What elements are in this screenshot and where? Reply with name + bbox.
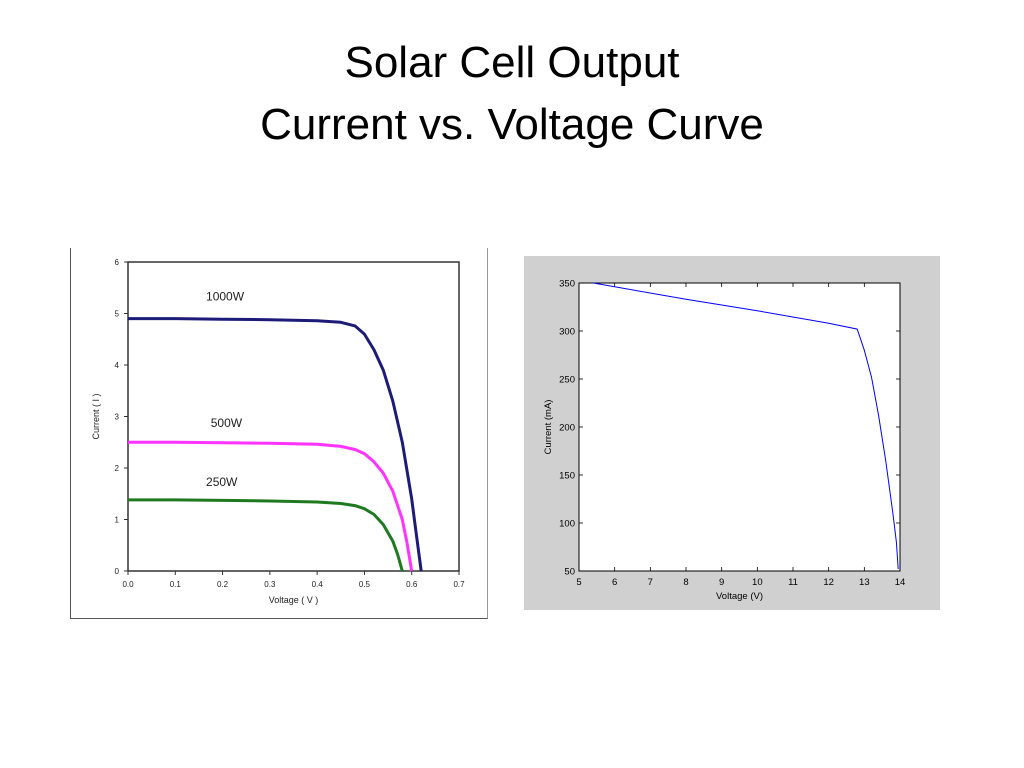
y-tick-label: 0 (115, 567, 120, 576)
plot-area (578, 282, 901, 572)
series-label-250W: 250W (206, 475, 238, 489)
y-tick-label: 350 (559, 279, 575, 290)
y-tick-label: 2 (115, 464, 120, 473)
x-tick-label: 11 (788, 577, 798, 588)
x-tick-label: 14 (895, 577, 906, 588)
series-label-500W: 500W (211, 416, 243, 430)
x-tick-label: 0.5 (359, 580, 371, 589)
x-tick-label: 0.0 (122, 580, 134, 589)
x-tick-label: 0.1 (170, 580, 182, 589)
series-line-500W (128, 440, 414, 572)
x-tick-label: 0.2 (217, 580, 229, 589)
x-tick-label: 13 (859, 577, 870, 588)
series-line-0 (593, 282, 899, 570)
x-tick-label: 0.3 (264, 580, 276, 589)
y-tick-label: 300 (559, 327, 575, 338)
x-tick-label: 0.6 (406, 580, 418, 589)
x-tick-label: 7 (648, 577, 653, 588)
x-tick-label: 0.4 (312, 580, 324, 589)
y-tick-label: 200 (559, 423, 575, 434)
y-tick-label: 3 (115, 413, 120, 422)
x-axis-label: Voltage (V) (716, 591, 763, 602)
iv-curve-chart-irradiance: 0.0 0.1 0.2 0.3 0.4 0.5 0.6 0.7 0 1 2 3 4 5 6 Voltage (… (70, 248, 488, 619)
plot-area (127, 261, 460, 572)
x-tick-label: 5 (576, 577, 581, 588)
y-axis-label: Current ( I ) (91, 393, 101, 439)
iv-curve-chart-measured-svg: 5 6 7 8 9 10 11 12 13 14 50 100 150 200 250 300 350 Volta… (543, 279, 906, 603)
y-axis-label: Current (mA) (543, 400, 554, 455)
iv-curve-chart-irradiance-svg: 0.0 0.1 0.2 0.3 0.4 0.5 0.6 0.7 0 1 2 3 4 5 6 Voltage (… (91, 258, 465, 605)
slide-title: Solar Cell Output Current vs. Voltage Cu… (0, 32, 1024, 156)
x-tick-label: 12 (823, 577, 834, 588)
x-tick-label: 8 (683, 577, 688, 588)
x-axis-label: Voltage ( V ) (269, 595, 319, 605)
iv-curve-chart-measured: 5 6 7 8 9 10 11 12 13 14 50 100 150 200 250 300 350 Volta… (524, 256, 940, 610)
y-tick-label: 250 (559, 375, 575, 386)
series-label-1000W: 1000W (206, 290, 245, 304)
y-tick-label: 1 (115, 516, 120, 525)
x-tick-label: 9 (719, 577, 724, 588)
x-tick-label: 6 (612, 577, 617, 588)
y-tick-label: 50 (564, 567, 575, 578)
y-tick-label: 6 (115, 258, 120, 267)
series-line-1000W (128, 317, 423, 572)
y-tick-label: 150 (559, 471, 575, 482)
slide-title-line-2: Current vs. Voltage Curve (260, 100, 764, 149)
y-tick-label: 5 (115, 310, 120, 319)
x-tick-label: 10 (752, 577, 763, 588)
y-tick-label: 4 (115, 361, 120, 370)
series-line-250W (128, 498, 404, 572)
x-tick-label: 0.7 (453, 580, 465, 589)
y-tick-label: 100 (559, 519, 575, 530)
slide-title-line-1: Solar Cell Output (344, 38, 680, 87)
